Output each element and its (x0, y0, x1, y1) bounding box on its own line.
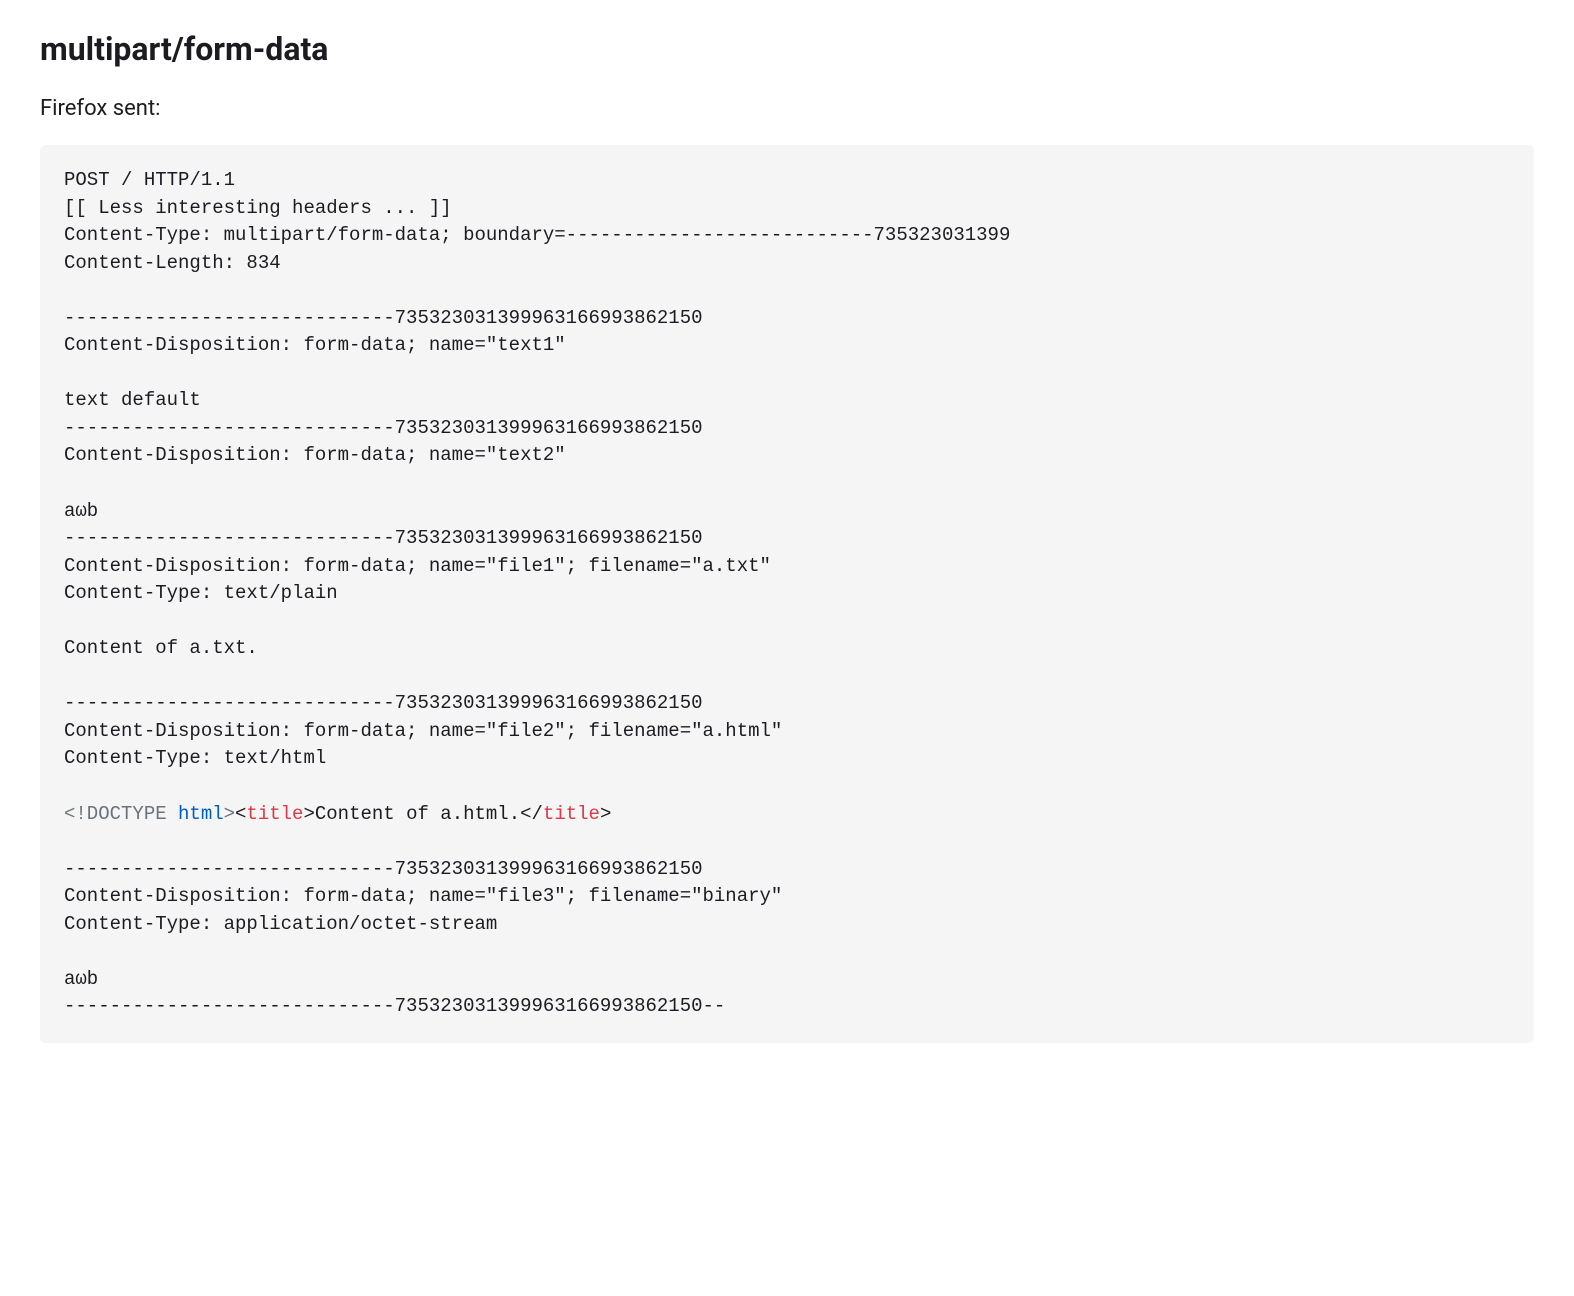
code-line: -----------------------------73532303139… (64, 417, 703, 439)
code-line: Content-Disposition: form-data; name="te… (64, 334, 566, 356)
syntax-angle: > (303, 803, 314, 825)
code-line: -----------------------------73532303139… (64, 995, 725, 1017)
syntax-title-tag: title (246, 803, 303, 825)
code-line: Content-Disposition: form-data; name="te… (64, 444, 566, 466)
html-content-text: Content of a.html. (315, 803, 520, 825)
code-line: text default (64, 389, 201, 411)
intro-text: Firefox sent: (40, 96, 1534, 121)
syntax-title-close-tag: title (543, 803, 600, 825)
code-line: Content-Disposition: form-data; name="fi… (64, 720, 782, 742)
code-line: Content-Type: multipart/form-data; bound… (64, 224, 1010, 246)
code-line: Content-Length: 834 (64, 252, 281, 274)
section-heading: multipart/form-data (40, 30, 1534, 68)
code-line: Content of a.txt. (64, 637, 258, 659)
syntax-angle: < (235, 803, 246, 825)
code-line: Content-Type: text/plain (64, 582, 338, 604)
code-line: aωb (64, 968, 98, 990)
http-code-block: POST / HTTP/1.1 [[ Less interesting head… (40, 145, 1534, 1043)
code-line: aωb (64, 500, 98, 522)
code-line: Content-Type: application/octet-stream (64, 913, 497, 935)
syntax-doctype-open: <!DOCTYPE (64, 803, 167, 825)
code-line: -----------------------------73532303139… (64, 858, 703, 880)
syntax-doctype-close: > (224, 803, 235, 825)
code-line: Content-Disposition: form-data; name="fi… (64, 885, 782, 907)
syntax-angle: > (600, 803, 611, 825)
syntax-doctype-keyword: html (167, 803, 224, 825)
code-line: -----------------------------73532303139… (64, 307, 703, 329)
code-line: -----------------------------73532303139… (64, 692, 703, 714)
code-line: Content-Disposition: form-data; name="fi… (64, 555, 771, 577)
code-line: [[ Less interesting headers ... ]] (64, 197, 452, 219)
syntax-angle: </ (520, 803, 543, 825)
code-line: POST / HTTP/1.1 (64, 169, 235, 191)
code-line: Content-Type: text/html (64, 747, 326, 769)
code-line: -----------------------------73532303139… (64, 527, 703, 549)
